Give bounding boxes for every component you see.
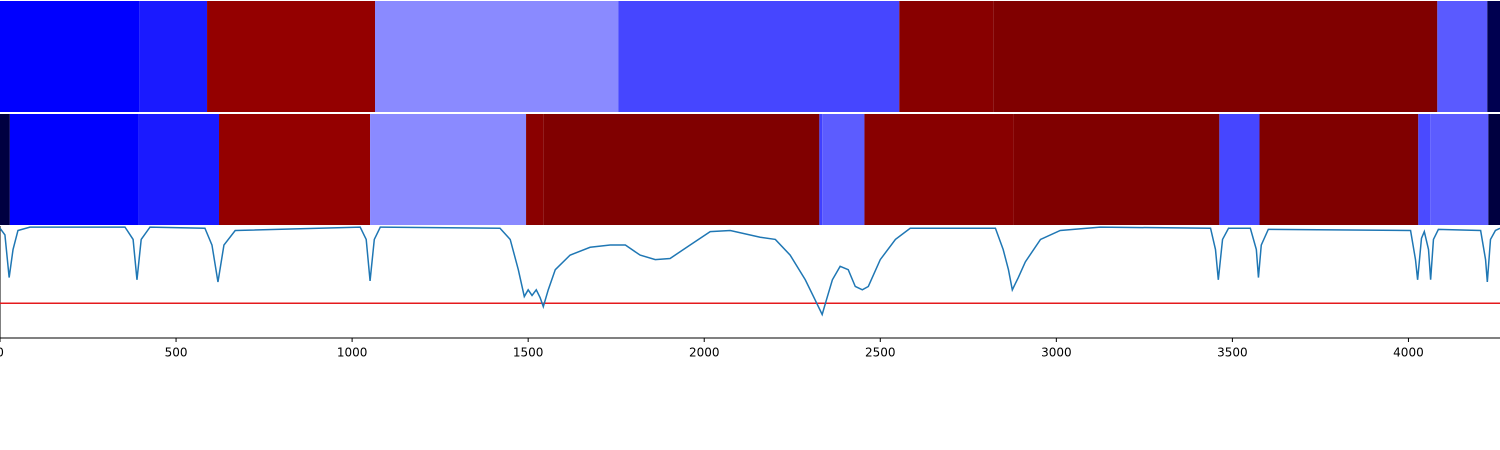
segment xyxy=(207,1,375,112)
segment xyxy=(139,1,208,112)
x-tick-label: 1000 xyxy=(337,346,368,360)
segment xyxy=(526,114,544,225)
segment xyxy=(1219,114,1260,225)
x-tick-label: 500 xyxy=(165,346,188,360)
segment xyxy=(9,114,139,225)
segment xyxy=(1259,114,1419,225)
x-tick-label: 4000 xyxy=(1393,346,1424,360)
x-tick-label: 1500 xyxy=(513,346,544,360)
segment xyxy=(1418,114,1431,225)
segment xyxy=(1013,114,1220,225)
data-line xyxy=(0,226,1500,317)
x-tick-label: 3000 xyxy=(1041,346,1072,360)
segment xyxy=(1488,114,1500,225)
segment xyxy=(0,1,140,112)
segment xyxy=(819,114,823,225)
segment xyxy=(1487,1,1500,112)
segment xyxy=(219,114,371,225)
segment xyxy=(375,1,619,112)
segment xyxy=(864,114,1014,225)
x-tick-label: 3500 xyxy=(1217,346,1248,360)
segment xyxy=(138,114,220,225)
x-tick-label: 0 xyxy=(0,346,4,360)
segment xyxy=(543,114,820,225)
x-tick-label: 2000 xyxy=(689,346,720,360)
segment xyxy=(0,114,10,225)
segment xyxy=(1430,114,1489,225)
segment xyxy=(618,1,900,112)
segment xyxy=(822,114,865,225)
segment xyxy=(899,1,994,112)
x-tick-label: 2500 xyxy=(865,346,896,360)
segment xyxy=(993,1,1438,112)
segment xyxy=(370,114,527,225)
segment xyxy=(1437,1,1488,112)
